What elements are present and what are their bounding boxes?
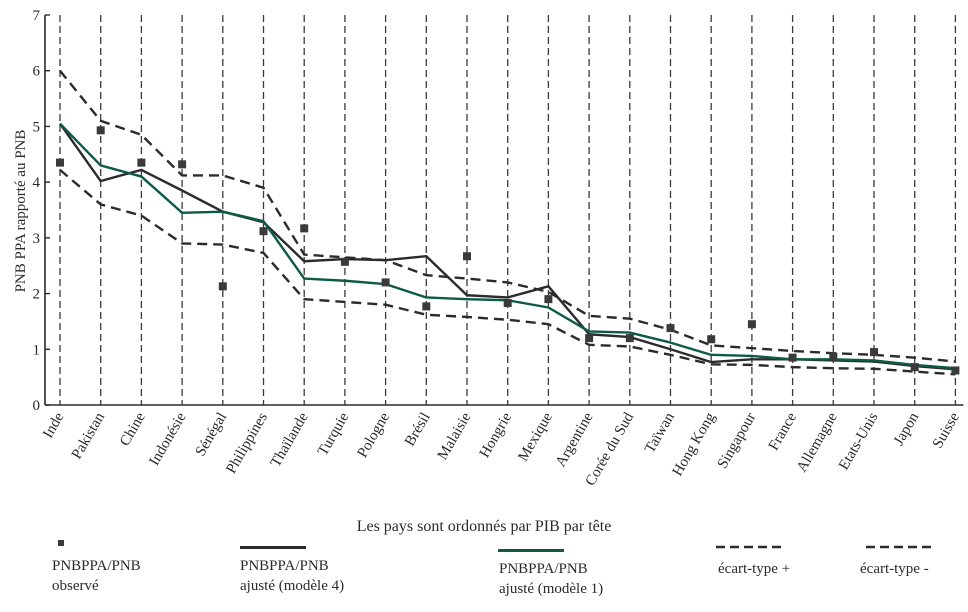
observed-point bbox=[259, 227, 268, 236]
observed-point bbox=[829, 352, 838, 361]
legend-sd-minus: écart-type - bbox=[860, 559, 929, 579]
x-tick-label: Singapour bbox=[715, 410, 760, 471]
x-tick-label: Allemagne bbox=[794, 410, 841, 475]
legend-model1-swatch bbox=[498, 549, 564, 552]
legend-model4: PNBPPA/PNB ajusté (modèle 4) bbox=[240, 556, 344, 596]
x-tick-label: Pakistan bbox=[69, 410, 109, 462]
observed-point bbox=[218, 282, 227, 291]
observed-point bbox=[585, 334, 594, 343]
x-tick-label: Etats-Unis bbox=[836, 410, 882, 473]
x-axis-label: Les pays sont ordonnés par PIB par tête bbox=[356, 518, 612, 535]
x-tick-label: Indonésie bbox=[147, 410, 190, 469]
x-tick-label: Japon bbox=[891, 410, 923, 449]
legend-observed: PNBPPA/PNB observé bbox=[52, 556, 141, 596]
y-tick-label: 5 bbox=[33, 119, 41, 135]
x-tick-label: Pologne bbox=[355, 410, 394, 461]
observed-point bbox=[503, 299, 512, 308]
x-tick-label: France bbox=[766, 410, 800, 454]
x-tick-label: Hongrie bbox=[477, 410, 516, 461]
legend-sd-minus-swatch bbox=[866, 545, 934, 549]
legend-model4-swatch bbox=[240, 546, 306, 549]
y-tick-label: 4 bbox=[33, 175, 41, 191]
y-tick-label: 2 bbox=[33, 287, 41, 303]
series-sd-plus-line bbox=[59, 69, 956, 363]
y-tick-label: 7 bbox=[33, 8, 41, 24]
x-tick-label: Sénégal bbox=[193, 410, 231, 459]
observed-point bbox=[422, 302, 431, 311]
legend-sd-plus: écart-type + bbox=[718, 559, 790, 579]
observed-point bbox=[870, 348, 878, 357]
observed-point bbox=[381, 278, 390, 287]
observed-point bbox=[910, 363, 919, 372]
y-tick-label: 6 bbox=[33, 64, 41, 80]
y-tick-label: 1 bbox=[33, 342, 41, 358]
y-ticks: 0 1 2 3 4 5 6 7 bbox=[33, 8, 50, 414]
observed-point bbox=[137, 158, 146, 167]
legend-model1-line1: PNBPPA/PNB bbox=[499, 561, 588, 577]
observed-point bbox=[56, 158, 64, 167]
x-tick-label: Chine bbox=[117, 410, 149, 449]
x-tick-label: Brésil bbox=[402, 410, 434, 449]
y-tick-label: 3 bbox=[33, 231, 41, 247]
observed-point bbox=[96, 126, 105, 135]
legend-observed-line1: PNBPPA/PNB bbox=[52, 558, 141, 574]
x-tick-label: Taïwan bbox=[642, 410, 678, 456]
observed-point bbox=[788, 353, 797, 362]
y-tick-label: 0 bbox=[33, 398, 41, 414]
legend-model1-line2: ajusté (modèle 1) bbox=[499, 581, 604, 597]
observed-point bbox=[951, 366, 960, 375]
x-tick-label: Hong Kong bbox=[670, 410, 719, 479]
x-tick-label: Argentine bbox=[553, 410, 597, 470]
legend-sd-plus-swatch bbox=[716, 545, 782, 549]
x-tick-label: Suisse bbox=[930, 410, 963, 452]
observed-point bbox=[178, 160, 187, 169]
x-tick-label: Inde bbox=[40, 410, 67, 441]
observed-point bbox=[463, 252, 471, 261]
legend-observed-marker bbox=[58, 540, 64, 546]
x-tick-label: Philippines bbox=[223, 410, 271, 477]
observed-point bbox=[707, 335, 716, 344]
legend-sd-minus-label: écart-type - bbox=[860, 561, 929, 577]
axes bbox=[44, 15, 964, 406]
x-tick-label: Thaïlande bbox=[268, 410, 312, 470]
x-tick-label: Mexique bbox=[515, 410, 556, 464]
legend-model1: PNBPPA/PNB ajusté (modèle 1) bbox=[499, 559, 603, 599]
observed-point bbox=[747, 320, 756, 329]
grid-lines bbox=[59, 15, 957, 405]
observed-point bbox=[544, 295, 553, 304]
observed-point bbox=[625, 334, 634, 343]
observed-point bbox=[666, 324, 675, 333]
y-axis-label: PNB PPA rapporté au PNB bbox=[13, 130, 29, 293]
x-tick-label: Malaisie bbox=[435, 410, 475, 463]
legend-model4-line2: ajusté (modèle 4) bbox=[240, 578, 345, 594]
observed-point bbox=[340, 257, 349, 266]
legend-observed-line2: observé bbox=[52, 578, 99, 594]
x-tick-label: Turquie bbox=[315, 410, 353, 459]
observed-markers bbox=[56, 126, 960, 375]
observed-point bbox=[300, 224, 309, 233]
legend-model4-line1: PNBPPA/PNB bbox=[240, 558, 329, 574]
legend-sd-plus-label: écart-type + bbox=[718, 561, 791, 577]
